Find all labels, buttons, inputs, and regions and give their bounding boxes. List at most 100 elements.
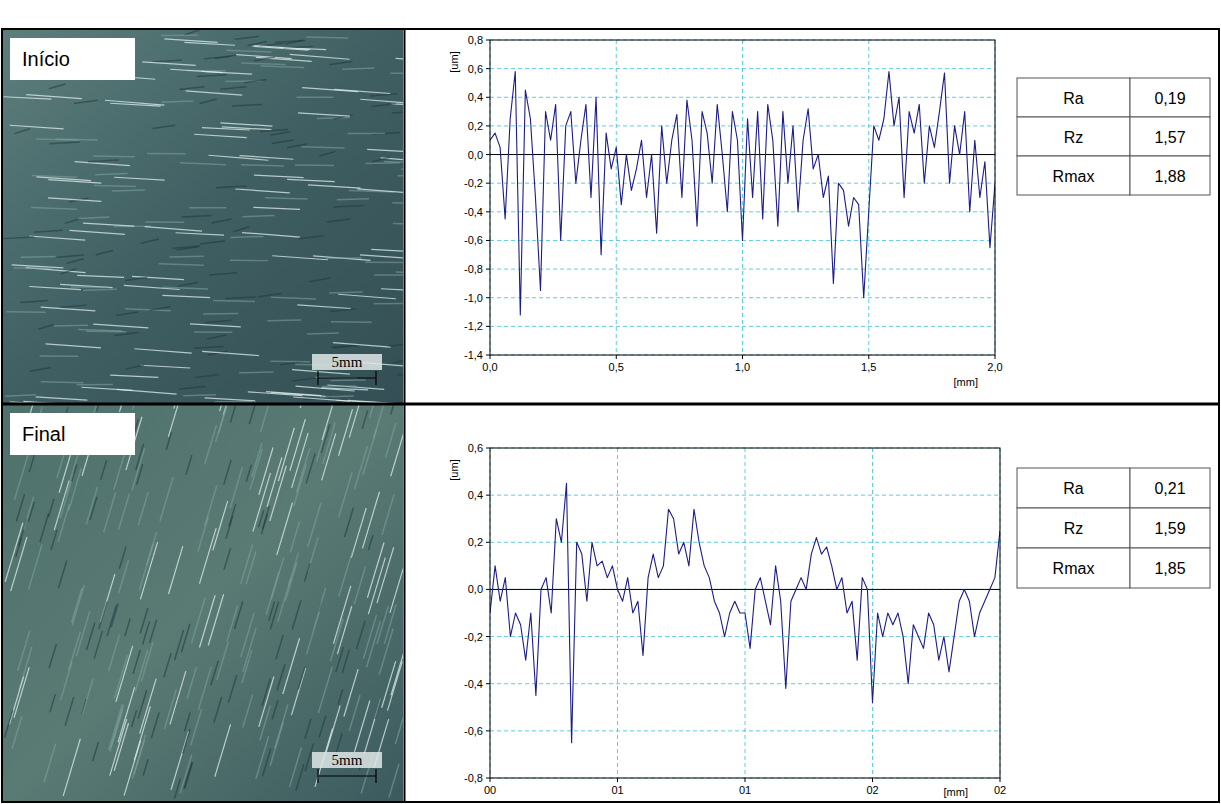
streak [256, 736, 269, 779]
cell [1130, 78, 1210, 117]
chart: 0,60,40,20,0-0,2-0,4-0,6-0,80001010202[u… [448, 442, 1006, 798]
streak [11, 537, 27, 591]
streak [262, 506, 269, 529]
streak [93, 155, 135, 157]
streak [202, 351, 259, 355]
streak [51, 530, 57, 550]
scale-bar: 5mm [312, 354, 382, 385]
streak [242, 650, 252, 683]
streak [219, 405, 233, 433]
profile-line [490, 72, 995, 315]
scale-text: 5mm [332, 354, 363, 370]
streak [192, 598, 206, 643]
grid-line [490, 636, 1000, 637]
streak [169, 546, 183, 594]
param-value: 1,85 [1154, 560, 1185, 577]
streak [143, 621, 150, 644]
streak [241, 545, 253, 585]
panel-label: Início [22, 48, 70, 70]
streak [141, 642, 153, 681]
streak [295, 164, 334, 166]
streak [48, 198, 101, 202]
axis-title: [um] [448, 459, 460, 480]
texture [5, 405, 403, 799]
streak [132, 710, 137, 727]
streak [320, 395, 353, 397]
streak [181, 624, 190, 653]
streak [401, 168, 403, 170]
streak [77, 384, 113, 386]
streak [173, 246, 200, 248]
streak [292, 378, 316, 381]
streak [224, 548, 231, 570]
streak [260, 130, 288, 132]
streak [161, 101, 193, 102]
streak [65, 697, 74, 725]
streak [270, 361, 310, 363]
streak [184, 30, 199, 35]
streak [116, 312, 138, 316]
streak [338, 689, 343, 705]
grid-line [616, 40, 617, 355]
streak [81, 387, 132, 390]
streak [119, 547, 126, 569]
row-divider [2, 403, 1219, 406]
streak [93, 324, 148, 328]
streak [93, 742, 99, 761]
param-name: Rz [1064, 520, 1084, 537]
scale-line [318, 377, 376, 378]
tick-label: 1,5 [861, 361, 876, 373]
streak [61, 269, 76, 274]
scale-bar: 5mm [312, 752, 382, 783]
streak [116, 646, 133, 702]
streak [344, 669, 358, 716]
streak [63, 739, 80, 796]
streak [49, 499, 54, 517]
scale-end [375, 769, 376, 783]
cell [1017, 468, 1130, 508]
streak [132, 734, 145, 778]
streak [254, 57, 275, 61]
streak [86, 330, 126, 332]
streak [56, 139, 98, 140]
streak [143, 759, 148, 775]
streak [377, 547, 394, 603]
streak [247, 41, 266, 45]
streak [225, 297, 255, 299]
streak [298, 667, 305, 690]
streak [44, 743, 56, 782]
streak [322, 385, 357, 387]
streak [357, 621, 366, 649]
streak [243, 628, 256, 672]
streak [205, 485, 217, 525]
streak [190, 324, 241, 327]
streak [125, 309, 171, 311]
streak [205, 425, 217, 465]
streak [203, 313, 238, 315]
tick [486, 495, 490, 496]
streak [298, 113, 350, 116]
tick-label: -0,2 [464, 631, 483, 643]
streak [151, 712, 159, 738]
cell [1017, 508, 1130, 548]
photo-ground [3, 30, 403, 403]
streak [77, 275, 124, 277]
series-group [490, 483, 1000, 742]
streak [296, 764, 304, 791]
streak [357, 189, 403, 194]
streak [72, 588, 82, 623]
streak [114, 723, 128, 771]
scale-line [318, 775, 376, 776]
streak [403, 187, 404, 190]
grid-line [490, 683, 1000, 684]
streak [119, 494, 130, 530]
tick [486, 355, 490, 356]
streak [330, 619, 343, 661]
tick [486, 326, 490, 327]
streak [86, 487, 97, 524]
tick-label: 0,0 [482, 361, 497, 373]
streak [14, 455, 27, 500]
tick-label: 0,6 [468, 63, 483, 75]
streak [176, 233, 224, 235]
streak [96, 250, 113, 255]
